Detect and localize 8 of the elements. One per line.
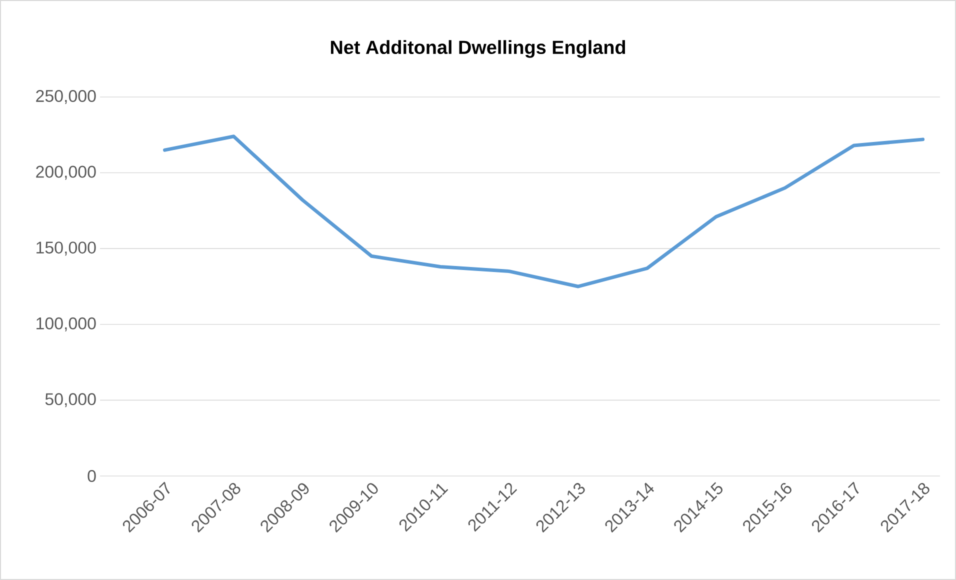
y-tick-label: 0 xyxy=(88,470,96,482)
chart-title: Net Additonal Dwellings England xyxy=(330,40,626,58)
y-tick-label: 100,000 xyxy=(36,317,96,332)
y-tick-label: 200,000 xyxy=(36,166,96,180)
y-tick-label: 250,000 xyxy=(36,90,96,104)
y-tick-label: 150,000 xyxy=(36,242,96,256)
line-series xyxy=(163,134,925,288)
y-tick-label: 50,000 xyxy=(45,393,96,408)
